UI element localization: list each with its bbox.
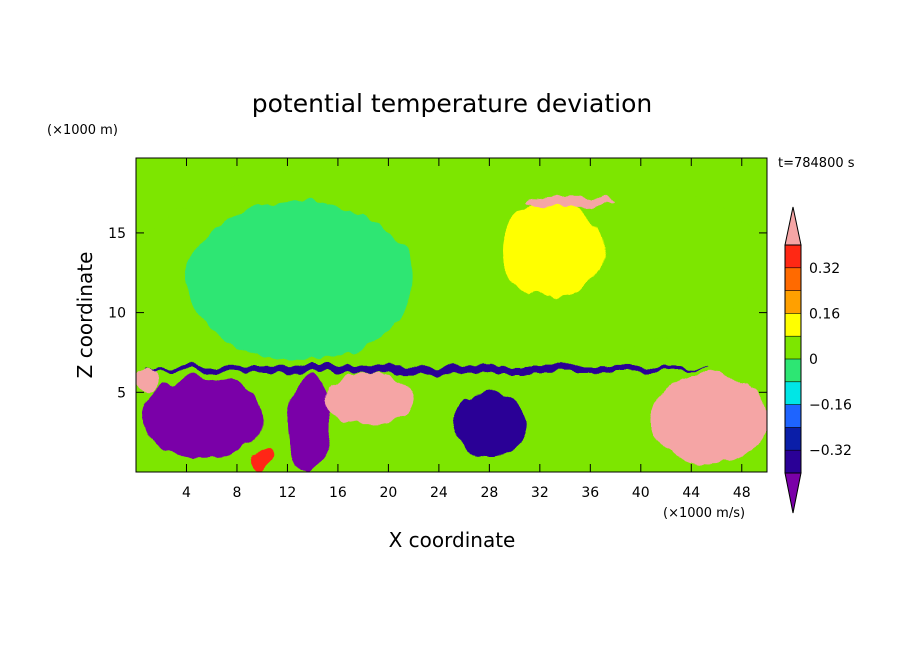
x-tick-label: 36 — [581, 485, 599, 501]
colorbar-segment — [785, 450, 801, 473]
x-tick-label: 20 — [379, 485, 397, 501]
region-boundary-warm-pink-left — [136, 368, 162, 393]
field-plot — [136, 158, 767, 472]
region-boundary-warm-pink-1 — [325, 373, 414, 425]
colorbar-segment — [785, 359, 801, 382]
y-tick-label: 10 — [108, 306, 126, 322]
x-tick-label: 4 — [182, 485, 191, 501]
region-upper-warm-yellow — [501, 201, 603, 297]
y-axis: 5 10 15 — [108, 226, 767, 401]
colorbar-extend-low — [784, 472, 802, 514]
region-boundary-cold-right — [451, 392, 528, 457]
colorbar-label: 0 — [809, 352, 818, 368]
x-tick-label: 28 — [480, 485, 498, 501]
colorbar-label: 0.16 — [809, 306, 840, 322]
time-label: t=784800 s — [778, 156, 855, 171]
colorbar-segment — [785, 313, 801, 337]
region-boundary-cold-left — [142, 376, 263, 460]
colorbar-segment — [785, 245, 801, 268]
y-tick-label: 15 — [108, 226, 126, 242]
colorbar-extend-high — [784, 206, 802, 246]
x-tick-label: 44 — [682, 485, 700, 501]
field-regions — [136, 158, 767, 472]
x-axis: 4 8 12 16 20 24 28 32 36 40 44 48 — [182, 158, 751, 501]
colorbar-label: −0.32 — [809, 443, 852, 459]
y-unit-label: (×1000 m) — [47, 123, 118, 138]
x-tick-label: 12 — [279, 485, 297, 501]
x-tick-label: 48 — [733, 485, 751, 501]
y-axis-label: Z coordinate — [73, 252, 97, 379]
colorbar-label: −0.16 — [809, 398, 852, 414]
region-boundary-warm-pink-2 — [653, 373, 767, 465]
plot-frame — [135, 157, 768, 473]
x-tick-label: 8 — [232, 485, 241, 501]
region-upper-warm-spot — [527, 196, 616, 208]
x-unit-label: (×1000 m/s) — [663, 506, 745, 521]
x-tick-label: 16 — [329, 485, 347, 501]
region-lower-stratosphere-cyan-left — [186, 201, 414, 361]
y-tick-label: 5 — [117, 385, 126, 401]
region-tropopause-cold-band — [142, 365, 704, 374]
region-boundary-cold-middle — [287, 376, 332, 472]
colorbar-segment — [785, 267, 801, 291]
colorbar: −0.32 −0.16 0 0.16 0.32 — [784, 206, 852, 514]
x-tick-label: 32 — [531, 485, 549, 501]
colorbar-segment — [785, 381, 801, 405]
colorbar-label: 0.32 — [809, 261, 840, 277]
colorbar-segment — [785, 336, 801, 359]
x-tick-label: 24 — [430, 485, 448, 501]
region-surface-warm-spot — [249, 448, 275, 469]
colorbar-segment — [785, 427, 801, 451]
chart-title: potential temperature deviation — [252, 89, 652, 118]
x-axis-label: X coordinate — [389, 528, 516, 552]
colorbar-segment — [785, 290, 801, 314]
x-tick-label: 40 — [632, 485, 650, 501]
colorbar-segment — [785, 404, 801, 428]
